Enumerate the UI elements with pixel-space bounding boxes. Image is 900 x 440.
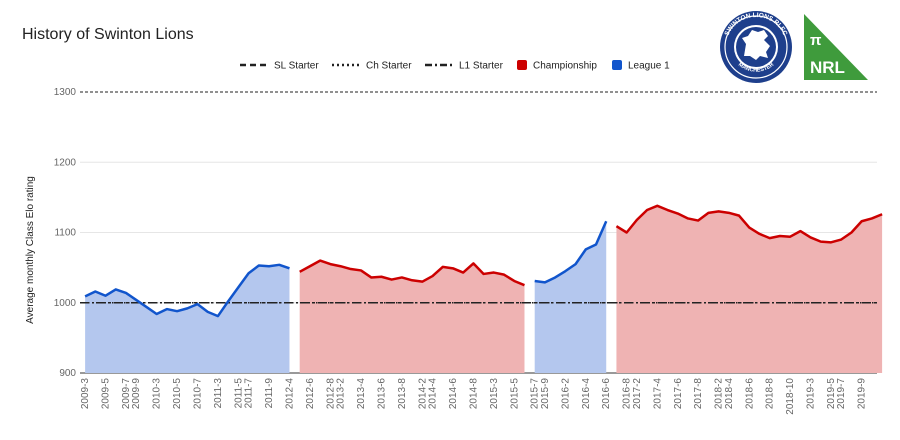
y-tick-labels: 900 1000 1100 1200 1300: [54, 87, 77, 379]
legend-label: Ch Starter: [366, 61, 412, 72]
y-tick-label: 1200: [54, 157, 77, 168]
x-tick-label: 2014-6: [448, 378, 459, 410]
x-tick-label: 2009-9: [131, 378, 142, 410]
x-tick-label: 2017-8: [693, 378, 704, 410]
x-tick-label: 2009-7: [121, 378, 132, 410]
x-tick-label: 2011-7: [244, 378, 255, 409]
x-tick-label: 2019-5: [826, 378, 837, 410]
series-area: [85, 264, 290, 373]
x-tick-label: 2012-4: [284, 378, 295, 410]
legend-swatch: [612, 60, 622, 70]
y-tick-label: 1000: [54, 298, 77, 309]
legend-label: L1 Starter: [459, 61, 504, 72]
series-area: [616, 205, 883, 373]
y-tick-label: 900: [59, 368, 76, 379]
series-line: [299, 259, 525, 287]
series-area: [299, 260, 525, 373]
x-tick-label: 2014-2: [417, 378, 428, 410]
x-tick-label: 2018-10: [785, 378, 796, 415]
x-tick-label: 2019-9: [857, 378, 868, 410]
lion-icon: [742, 30, 770, 60]
legend-swatch: [517, 60, 527, 70]
x-tick-label: 2013-2: [336, 378, 347, 410]
legend-label: SL Starter: [274, 61, 319, 72]
x-tick-label: 2011-5: [233, 378, 244, 409]
x-tick-label: 2012-8: [325, 378, 336, 410]
series-line: [615, 204, 883, 244]
x-tick-label: 2019-3: [806, 378, 817, 410]
x-tick-label: 2013-4: [356, 378, 367, 410]
legend-label: Championship: [533, 61, 597, 72]
y-tick-label: 1100: [54, 228, 76, 239]
pi-icon: π: [810, 32, 822, 49]
swinton-lions-logo: SWINTON LIONS RLFC MANCHESTER: [720, 11, 792, 83]
y-axis-label: Average monthly Class Elo rating: [25, 176, 36, 324]
x-tick-label: 2017-4: [652, 378, 663, 410]
logo-bottom-text: MANCHESTER: [737, 62, 775, 74]
x-tick-label: 2013-6: [376, 378, 387, 410]
y-tick-label: 1300: [54, 87, 77, 98]
x-tick-labels: 2009-3 2009-5 2009-7 2009-9 2010-3 2010-5 2010…: [80, 378, 868, 415]
series-area: [534, 221, 607, 373]
x-tick-label: 2010-5: [172, 378, 183, 410]
x-tick-label: 2011-3: [213, 378, 224, 409]
series-lines: [84, 204, 883, 318]
x-tick-label: 2009-5: [101, 378, 112, 410]
x-tick-label: 2017-6: [673, 378, 684, 410]
x-tick-label: 2011-9: [264, 378, 275, 409]
chart-title: History of Swinton Lions: [22, 26, 194, 43]
x-tick-label: 2017-2: [632, 378, 643, 410]
svg-text:MANCHESTER: MANCHESTER: [737, 62, 775, 74]
x-tick-label: 2018-4: [724, 378, 735, 410]
x-tick-label: 2016-6: [601, 378, 612, 410]
x-tick-label: 2009-3: [80, 378, 91, 410]
x-tick-label: 2015-9: [540, 378, 551, 410]
x-tick-label: 2016-8: [622, 378, 633, 410]
x-tick-label: 2014-8: [468, 378, 479, 410]
x-tick-label: 2013-8: [397, 378, 408, 410]
x-tick-label: 2012-6: [305, 378, 316, 410]
series-line: [534, 220, 608, 284]
x-tick-label: 2015-5: [509, 378, 520, 410]
series-areas: [85, 205, 883, 373]
x-tick-label: 2016-2: [560, 378, 571, 410]
x-tick-label: 2015-7: [530, 378, 541, 410]
x-tick-label: 2015-3: [489, 378, 500, 410]
x-tick-label: 2010-7: [193, 378, 204, 410]
nrl-logo: π NRL: [804, 14, 868, 80]
x-tick-label: 2019-7: [836, 378, 847, 410]
x-tick-label: 2016-4: [581, 378, 592, 410]
x-tick-label: 2018-2: [714, 378, 725, 410]
x-tick-label: 2014-4: [428, 378, 439, 410]
x-tick-label: 2018-6: [744, 378, 755, 410]
series-line: [84, 263, 290, 318]
legend: SL Starter Ch Starter L1 Starter Championsh…: [240, 60, 670, 72]
legend-label: League 1: [628, 61, 670, 72]
reference-lines: [80, 91, 877, 304]
nrl-text: NRL: [810, 58, 845, 77]
x-tick-label: 2010-3: [152, 378, 163, 410]
x-tick-label: 2018-8: [765, 378, 776, 410]
